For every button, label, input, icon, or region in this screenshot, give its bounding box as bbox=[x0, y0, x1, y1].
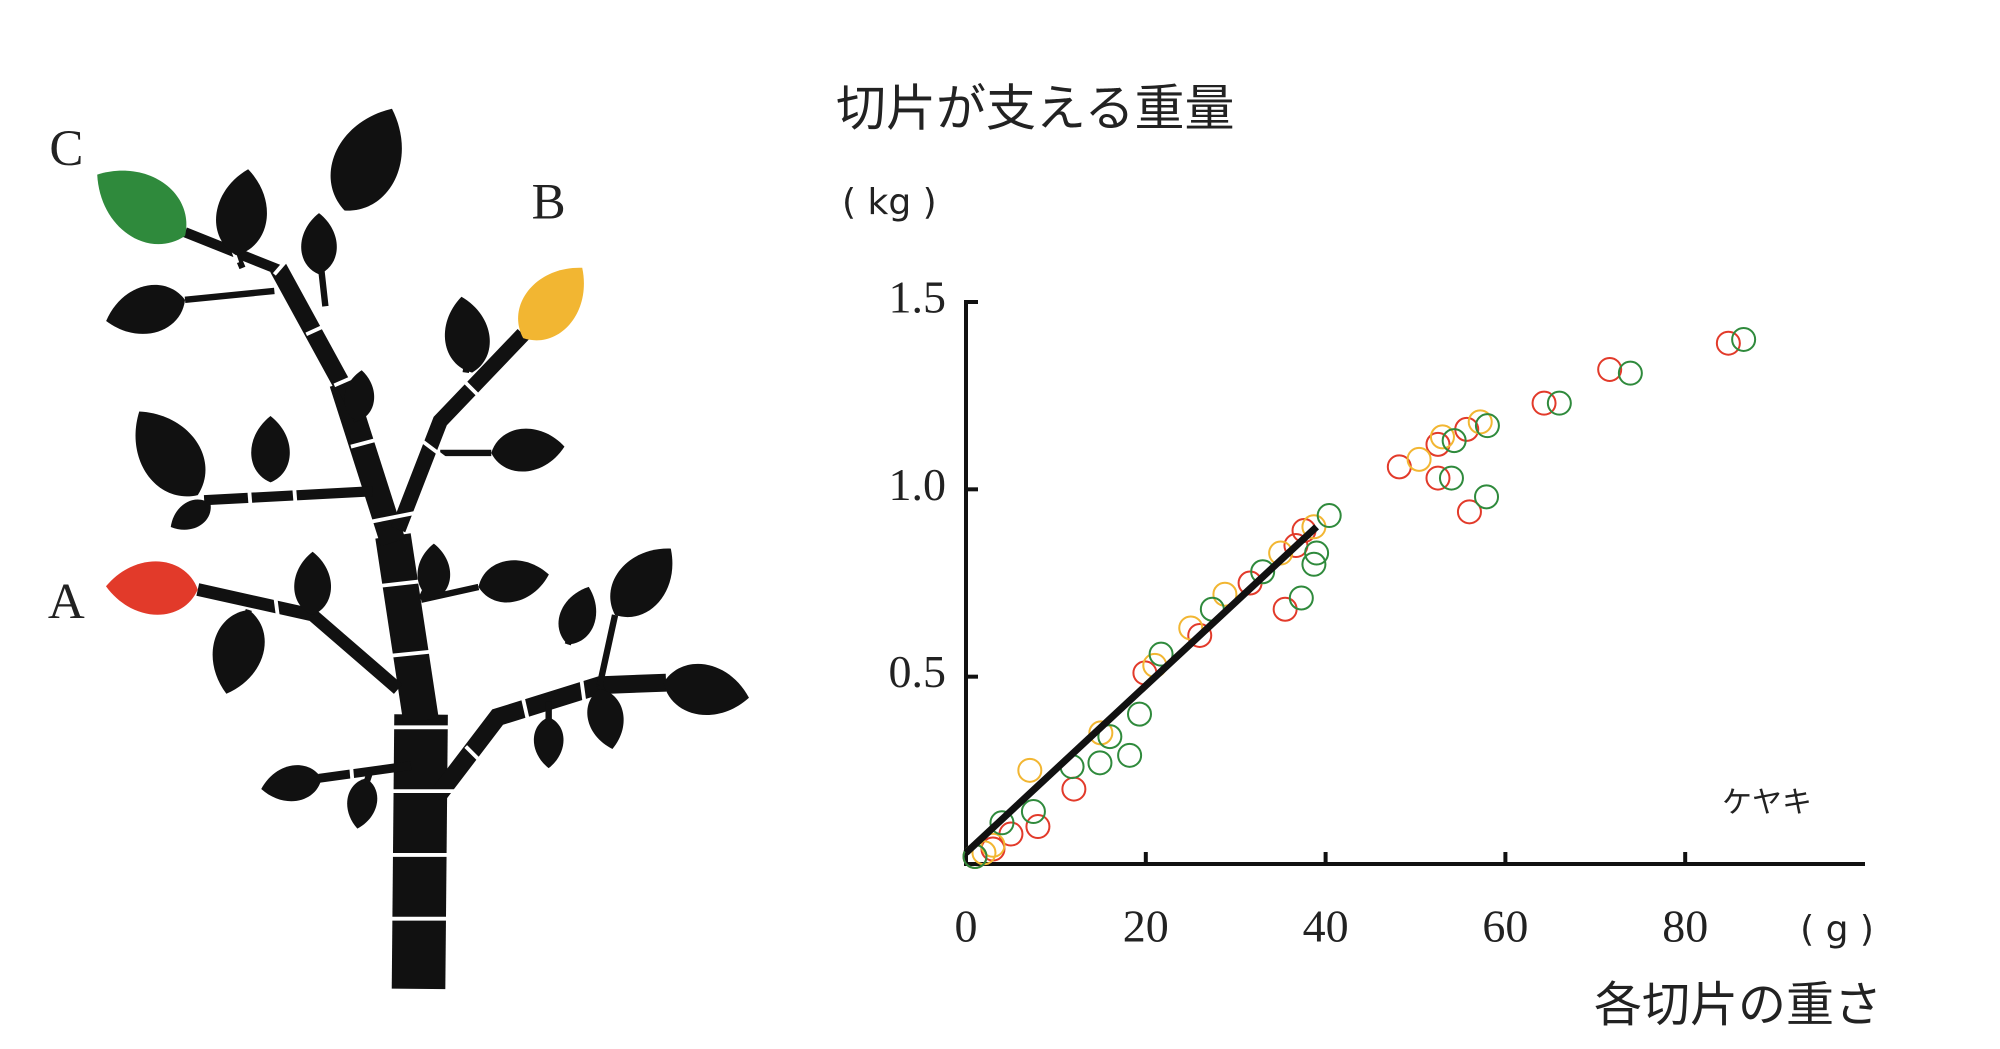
x-tick-label: 40 bbox=[1303, 901, 1349, 952]
data-point bbox=[1617, 360, 1643, 386]
data-point bbox=[1425, 431, 1451, 457]
y-tick-label: 0.5 bbox=[889, 646, 947, 697]
data-point bbox=[1406, 446, 1432, 472]
x-tick-label: 60 bbox=[1482, 901, 1528, 952]
data-point bbox=[1474, 484, 1500, 510]
data-point bbox=[1061, 776, 1087, 802]
data-point bbox=[1250, 559, 1276, 585]
annotation: ケヤキ bbox=[1722, 786, 1812, 821]
x-tick-label: 20 bbox=[1123, 901, 1169, 952]
data-point bbox=[1531, 390, 1557, 416]
data-point bbox=[1117, 742, 1143, 768]
y-unit: ( kg ) bbox=[842, 182, 937, 223]
leaf-c bbox=[79, 149, 203, 262]
data-point bbox=[1715, 330, 1741, 356]
data-point bbox=[1017, 757, 1043, 783]
fit-line bbox=[963, 524, 1319, 856]
x-tick-label: 80 bbox=[1662, 901, 1708, 952]
y-tick-label: 1.0 bbox=[889, 459, 947, 510]
data-point bbox=[1731, 326, 1757, 352]
tree-label: B bbox=[532, 174, 566, 230]
data-point bbox=[1148, 641, 1174, 667]
leaf-a bbox=[105, 559, 199, 617]
x-unit: ( g ) bbox=[1800, 909, 1874, 950]
data-point bbox=[1187, 622, 1213, 648]
data-point bbox=[1212, 581, 1238, 607]
data-point bbox=[1441, 428, 1467, 454]
data-point bbox=[1425, 465, 1451, 491]
data-point bbox=[1546, 390, 1572, 416]
data-point bbox=[989, 810, 1015, 836]
data-point bbox=[980, 832, 1006, 858]
data-point bbox=[1288, 585, 1314, 611]
y-tick-label: 1.5 bbox=[889, 272, 947, 323]
data-point bbox=[1438, 465, 1464, 491]
tree-label: C bbox=[49, 121, 83, 177]
data-point bbox=[1456, 499, 1482, 525]
data-point bbox=[1087, 750, 1113, 776]
data-point bbox=[1304, 540, 1330, 566]
data-point bbox=[1020, 799, 1046, 825]
data-point bbox=[1474, 413, 1500, 439]
x-axis-title: 各切片の重さ bbox=[1594, 977, 1882, 1033]
data-point bbox=[1025, 814, 1051, 840]
data-point bbox=[1097, 724, 1123, 750]
tree-label: A bbox=[48, 574, 85, 630]
data-point bbox=[1597, 356, 1623, 382]
data-point bbox=[1301, 551, 1327, 577]
chart-title: 切片が支える重量 bbox=[836, 80, 1235, 138]
data-point bbox=[1429, 424, 1455, 450]
data-point bbox=[1316, 503, 1342, 529]
data-point bbox=[1272, 596, 1298, 622]
tree: A B C bbox=[48, 94, 754, 990]
data-point bbox=[1127, 701, 1153, 727]
x-tick-label: 0 bbox=[955, 901, 978, 952]
